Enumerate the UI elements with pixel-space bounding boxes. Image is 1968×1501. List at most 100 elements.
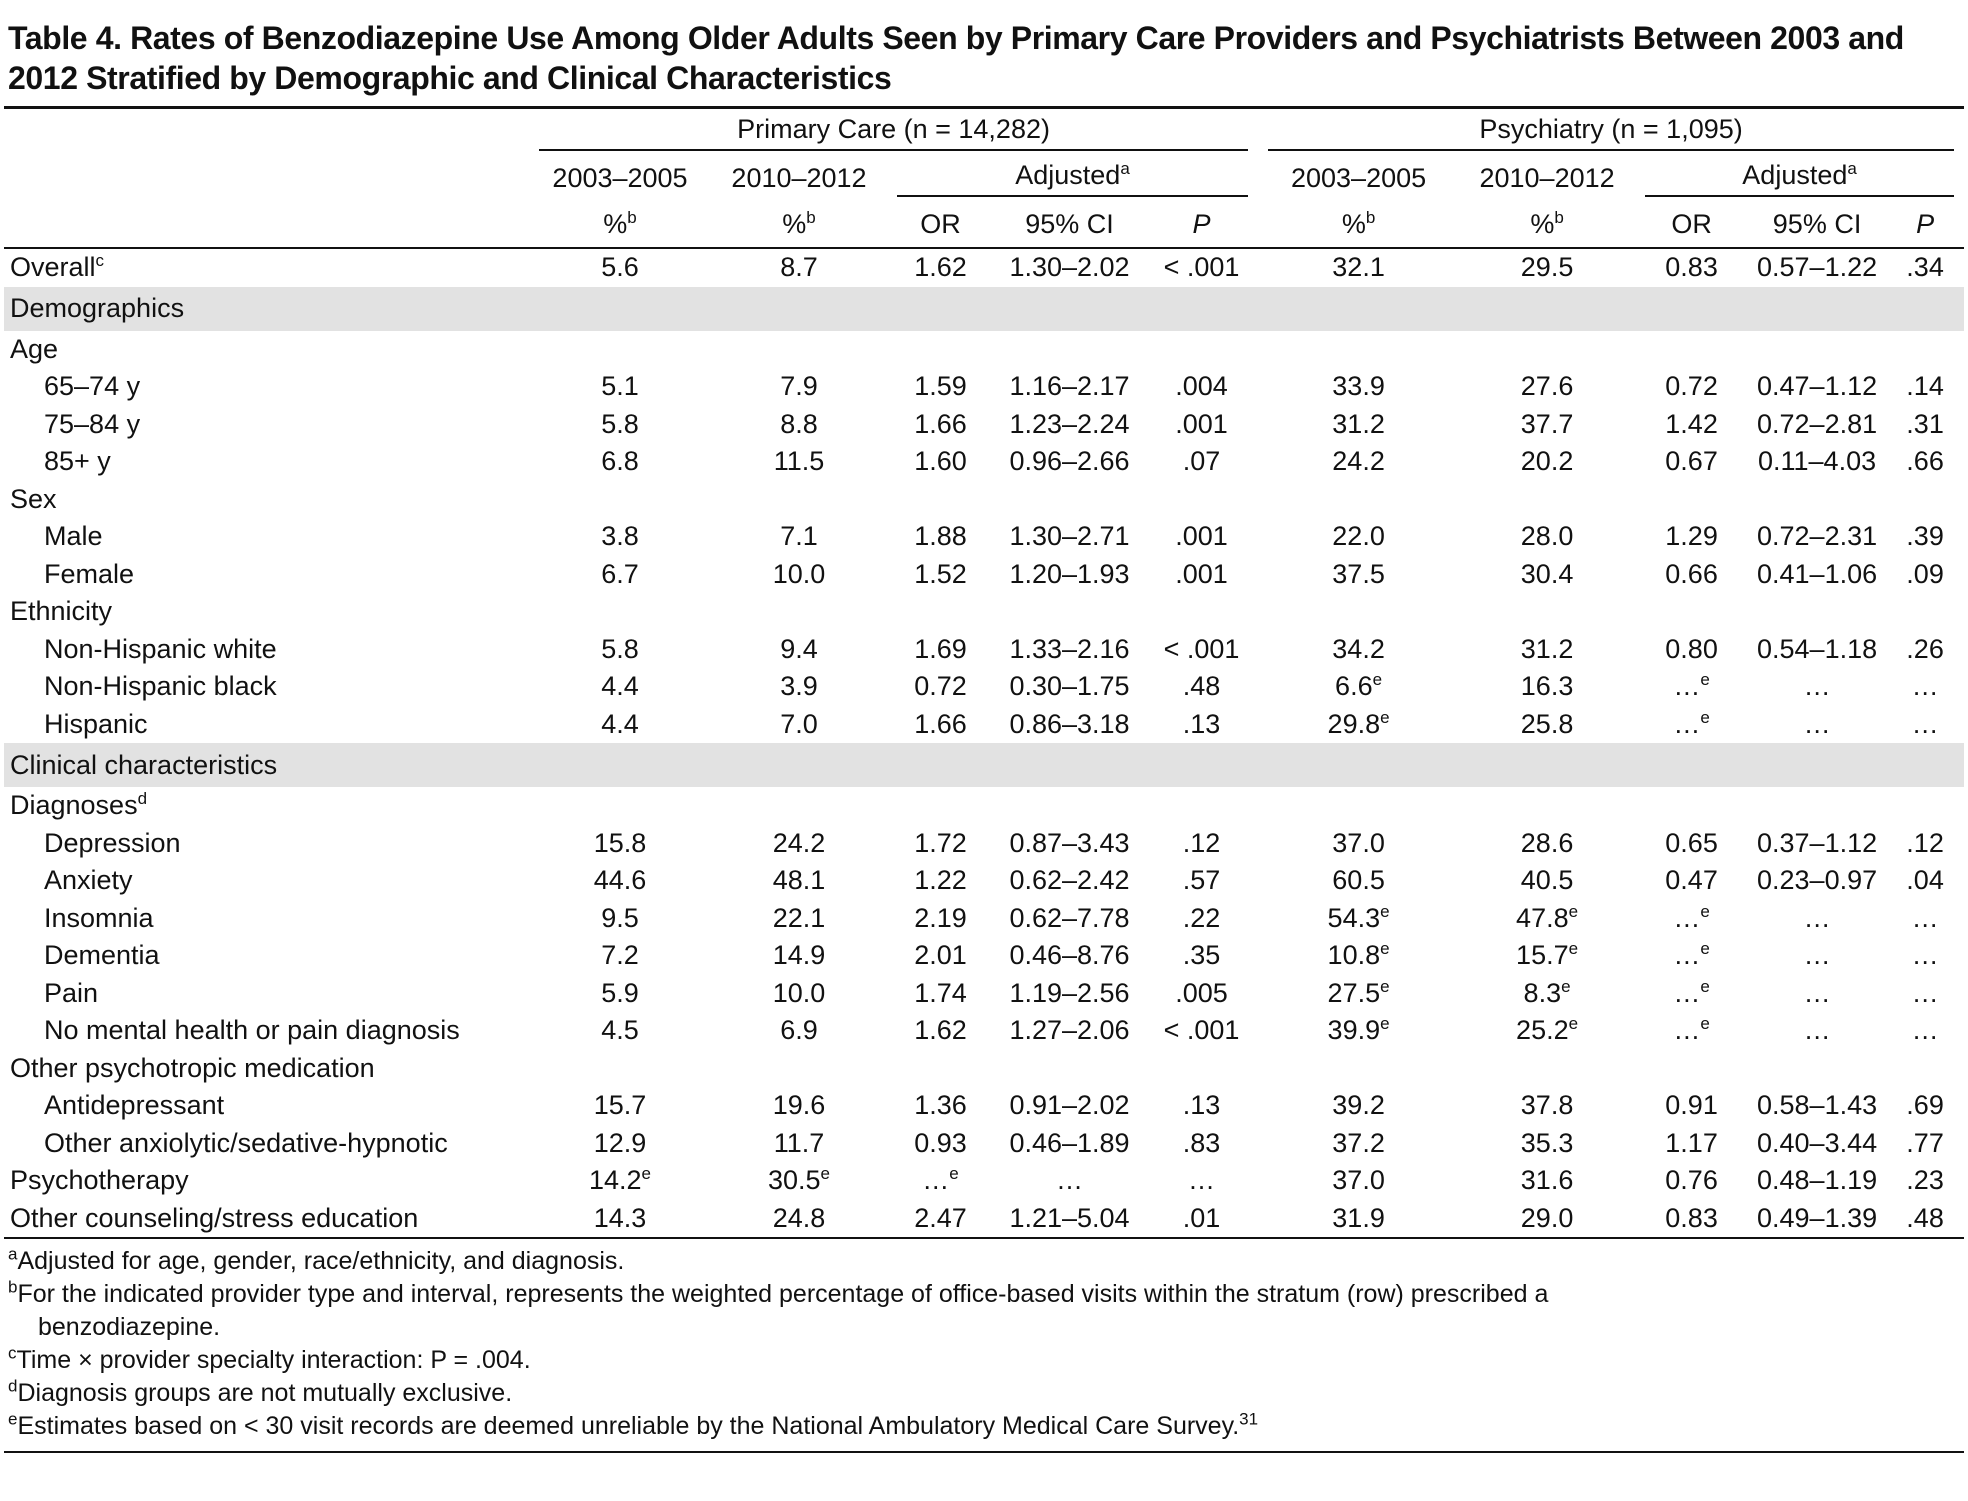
cell-text: 10.8 bbox=[1327, 940, 1381, 971]
table-cell: 1.62 bbox=[914, 252, 967, 283]
table-cell: .004 bbox=[1175, 371, 1228, 402]
item-row: Female 6.7 10.0 1.52 1.20–1.93 .001 37.5 30.4 0.… bbox=[4, 556, 1964, 594]
table-cell: … bbox=[1911, 708, 1939, 739]
table-cell: 0.47 bbox=[1665, 865, 1718, 896]
table-cell: …e bbox=[1635, 706, 1748, 744]
table-cell: 8.3e bbox=[1459, 975, 1635, 1013]
table-cell: 31.6 bbox=[1520, 1165, 1574, 1196]
table-cell: 14.3 bbox=[593, 1202, 647, 1233]
cell-text: 39.9 bbox=[1327, 1015, 1381, 1046]
group-label: Psychiatry (n = 1,095) bbox=[1268, 114, 1955, 151]
superscript: c bbox=[95, 251, 105, 271]
footnote-marker: d bbox=[8, 1376, 18, 1396]
column-header: P bbox=[1145, 201, 1259, 249]
table-cell: … bbox=[1056, 1165, 1083, 1196]
column-header: %b bbox=[711, 201, 887, 249]
table-cell: 22.1 bbox=[772, 902, 826, 933]
table-cell: 4.4 bbox=[601, 671, 639, 702]
superscript: e bbox=[1700, 901, 1710, 921]
table-cell: 19.6 bbox=[772, 1090, 826, 1121]
table-cell: 0.80 bbox=[1665, 633, 1718, 664]
table-cell: 0.47–1.12 bbox=[1757, 371, 1878, 402]
table-cell: 0.58–1.43 bbox=[1757, 1090, 1878, 1121]
table-cell: 0.30–1.75 bbox=[1009, 671, 1130, 702]
group-row: Ethnicity bbox=[4, 593, 1964, 631]
footnote-text: Estimates based on < 30 visit records ar… bbox=[17, 1412, 1240, 1440]
item-row: Depression 15.8 24.2 1.72 0.87–3.43 .12 37.0 28… bbox=[4, 825, 1964, 863]
table-cell: 25.2e bbox=[1459, 1012, 1635, 1050]
table-cell: 6.8 bbox=[601, 446, 639, 477]
table-cell: .48 bbox=[1906, 1202, 1944, 1233]
row-label: Clinical characteristics bbox=[4, 743, 1965, 787]
table-cell: … bbox=[1911, 671, 1939, 702]
table-cell: 5.9 bbox=[601, 977, 639, 1008]
data-table: Primary Care (n = 14,282) Psychiatry (n =… bbox=[4, 106, 1965, 1239]
superscript: b bbox=[806, 207, 816, 227]
superscript: b bbox=[1365, 207, 1376, 227]
group-row: Other psychotropic medication bbox=[4, 1050, 1964, 1088]
table-cell: 1.88 bbox=[914, 521, 967, 552]
footnote-marker: c bbox=[8, 1343, 17, 1363]
table-cell: 0.93 bbox=[914, 1127, 967, 1158]
table-cell: 1.60 bbox=[914, 446, 967, 477]
header-blank bbox=[4, 108, 529, 156]
table-cell: 4.5 bbox=[601, 1015, 639, 1046]
table-cell: 3.8 bbox=[601, 521, 639, 552]
footnote: bFor the indicated provider type and int… bbox=[8, 1278, 1964, 1311]
table-cell: 0.91 bbox=[1665, 1090, 1718, 1121]
superscript: e bbox=[1700, 939, 1710, 959]
cell-text: % bbox=[782, 208, 807, 239]
footnotes: aAdjusted for age, gender, race/ethnicit… bbox=[4, 1239, 1964, 1453]
table-cell: 0.67 bbox=[1665, 446, 1718, 477]
section-row: Demographics bbox=[4, 286, 1965, 331]
table-cell: 28.0 bbox=[1520, 521, 1574, 552]
table-cell: 1.23–2.24 bbox=[1009, 408, 1130, 439]
cell-text: … bbox=[1673, 708, 1701, 739]
table-cell: 1.66 bbox=[914, 708, 967, 739]
footnote: eEstimates based on < 30 visit records a… bbox=[8, 1410, 1964, 1443]
table-cell: .69 bbox=[1906, 1090, 1944, 1121]
table-cell: 32.1 bbox=[1332, 252, 1385, 283]
table-cell: 11.7 bbox=[773, 1127, 825, 1158]
superscript: e bbox=[1700, 1014, 1710, 1034]
row-label: Dementia bbox=[44, 940, 160, 971]
table-cell: 34.2 bbox=[1332, 633, 1385, 664]
table-document: Table 4. Rates of Benzodiazepine Use Amo… bbox=[4, 20, 1965, 1453]
table-cell: 39.2 bbox=[1332, 1090, 1385, 1121]
header-row: %b %b OR 95% CI P %b %b OR 95% CI P bbox=[4, 201, 1965, 249]
table-cell: .001 bbox=[1175, 408, 1228, 439]
table-cell: .22 bbox=[1182, 902, 1221, 933]
table-cell: 1.42 bbox=[1665, 408, 1718, 439]
row-label: Diagnosesd bbox=[4, 787, 1964, 825]
table-cell: 6.7 bbox=[601, 558, 639, 589]
item-row: 75–84 y 5.8 8.8 1.66 1.23–2.24 .001 31.2 37.7 1.… bbox=[4, 406, 1964, 444]
table-cell: …e bbox=[1635, 1012, 1748, 1050]
table-cell: .57 bbox=[1182, 865, 1221, 896]
cell-text: … bbox=[922, 1165, 950, 1196]
table-cell: 0.87–3.43 bbox=[1009, 827, 1130, 858]
footnote-text: Diagnosis groups are not mutually exclus… bbox=[17, 1379, 513, 1407]
row-row: Other counseling/stress education 14.3 24.… bbox=[4, 1200, 1964, 1239]
table-cell: .12 bbox=[1182, 827, 1221, 858]
superscript: e bbox=[820, 1164, 831, 1184]
item-row: Pain 5.9 10.0 1.74 1.19–2.56.005 27.5e 8.3e …e…… bbox=[4, 975, 1964, 1013]
table-cell: 40.5 bbox=[1520, 865, 1574, 896]
table-cell: .34 bbox=[1906, 252, 1944, 283]
row-label: Insomnia bbox=[44, 902, 154, 933]
superscript: e bbox=[1561, 976, 1571, 996]
item-row: No mental health or pain diagnosis 4.5 6.9… bbox=[4, 1012, 1964, 1050]
table-cell: 31.9 bbox=[1332, 1202, 1385, 1233]
cell-text: 8.3 bbox=[1523, 977, 1562, 1008]
table-cell: .66 bbox=[1906, 446, 1944, 477]
table-cell: 1.33–2.16 bbox=[1009, 633, 1130, 664]
period-header: 2003–2005 bbox=[552, 162, 688, 193]
table-cell: 10.0 bbox=[772, 977, 826, 1008]
item-row: Male 3.8 7.1 1.88 1.30–2.71 .001 22.0 28.0 1.29 0… bbox=[4, 518, 1964, 556]
table-cell: .001 bbox=[1175, 521, 1228, 552]
row-row: Overallc 5.6 8.7 1.62 1.30–2.02 < .001 32.1 29.… bbox=[4, 248, 1964, 287]
table-cell: 0.96–2.66 bbox=[1009, 446, 1130, 477]
cell-text: 47.8 bbox=[1516, 902, 1569, 933]
group-row: Diagnosesd bbox=[4, 787, 1964, 825]
table-cell: 9.5 bbox=[601, 902, 639, 933]
